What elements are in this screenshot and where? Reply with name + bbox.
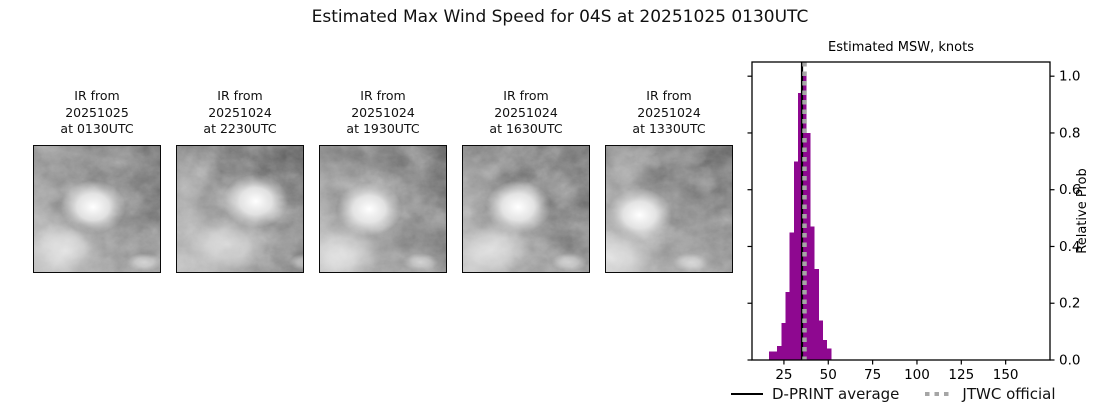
histogram-bar (793, 161, 799, 360)
histogram-bar (823, 340, 828, 360)
ir-satellite-image (605, 145, 733, 273)
histogram-bar (781, 323, 786, 360)
histogram-bar (798, 93, 803, 360)
ir-secondary-cloud (188, 215, 268, 272)
histogram-bar (773, 351, 778, 360)
msw-histogram: 25 50 75 100 125 150 0.0 0.2 0.4 0.6 0.8 1.0 Estimat… (747, 40, 1090, 383)
histogram-bar (806, 132, 811, 360)
ir-satellite-image (176, 145, 304, 273)
histogram-bar (785, 291, 790, 360)
ir-panel-4: IR from 20251024 at 1630UTC (462, 88, 590, 273)
ir-caption-line: IR from (217, 88, 263, 103)
ir-caption-line: IR from (646, 88, 692, 103)
jtwc-dotted-swatch (925, 391, 954, 397)
y-axis-label: Relative Prob (1075, 168, 1090, 253)
ir-caption-line: IR from (360, 88, 406, 103)
legend-label: JTWC official (962, 385, 1056, 403)
ir-caption: IR from 20251024 at 1630UTC (462, 88, 590, 138)
ir-dense-overcast (485, 180, 551, 234)
y-tick-label: 0.8 (1059, 125, 1080, 141)
x-tick-label: 125 (948, 367, 974, 382)
legend-item-dprint: D-PRINT average (731, 385, 899, 403)
ir-low-cloud-patch (672, 253, 709, 272)
ir-satellite-image (319, 145, 447, 273)
histogram-bar (818, 320, 824, 360)
dprint-line-swatch (731, 393, 763, 395)
msw-chart: 25 50 75 100 125 150 0.0 0.2 0.4 0.6 0.8 1.0 Estimat… (728, 30, 1100, 383)
ir-caption: IR from 20251024 at 2230UTC (176, 88, 304, 138)
x-tick-label: 75 (864, 367, 881, 382)
y-tick-label: 1.0 (1059, 69, 1080, 85)
x-tick-label: 50 (820, 367, 837, 382)
ir-secondary-cloud (606, 229, 652, 272)
ir-dense-overcast (336, 182, 402, 236)
x-tick-label: 150 (993, 367, 1019, 382)
ir-caption-line: at 1330UTC (632, 121, 706, 136)
histogram-bar (768, 351, 774, 360)
ir-caption-line: at 1930UTC (346, 121, 420, 136)
plot-frame (751, 61, 1051, 361)
ir-caption-line: at 1630UTC (489, 121, 563, 136)
ir-satellite-image (462, 145, 590, 273)
y-tick-label: 0.0 (1059, 353, 1080, 369)
ir-secondary-cloud (34, 221, 105, 272)
ir-secondary-cloud (463, 221, 530, 272)
ir-panel-3: IR from 20251024 at 1930UTC (319, 88, 447, 273)
ir-caption: IR from 20251024 at 1930UTC (319, 88, 447, 138)
y-tick-label: 0.6 (1059, 182, 1080, 198)
histogram-bar (827, 348, 832, 360)
ir-dense-overcast (60, 180, 126, 234)
ir-low-cloud-patch (402, 253, 439, 272)
ir-caption-line: at 2230UTC (203, 121, 277, 136)
ir-caption-line: 20251024 (494, 104, 558, 120)
histogram-title: Estimated MSW, knots (828, 40, 974, 55)
ir-caption-line: 20251024 (351, 104, 415, 120)
y-tick-label: 0.4 (1059, 239, 1080, 255)
ir-secondary-cloud (320, 223, 382, 272)
legend-item-jtwc: JTWC official (925, 385, 1056, 403)
ir-caption: IR from 20251024 at 1330UTC (605, 88, 733, 138)
ir-dense-overcast (223, 174, 289, 228)
ir-panel-5: IR from 20251024 at 1330UTC (605, 88, 733, 273)
ir-caption-line: IR from (503, 88, 549, 103)
chart-legend: D-PRINT average JTWC official (731, 383, 1100, 405)
y-tick-label: 0.2 (1059, 296, 1080, 312)
ir-caption-line: at 0130UTC (60, 121, 134, 136)
ir-satellite-image (33, 145, 161, 273)
ir-caption: IR from 20251025 at 0130UTC (33, 88, 161, 138)
ir-dense-overcast (606, 188, 672, 242)
ir-caption-line: 20251024 (208, 104, 272, 120)
histogram-bar (777, 345, 782, 360)
ir-low-cloud-patch (551, 253, 588, 272)
ir-caption-line: IR from (74, 88, 120, 103)
ir-low-cloud-patch (126, 253, 160, 272)
x-tick-label: 25 (775, 367, 792, 382)
legend-label: D-PRINT average (772, 385, 900, 403)
ir-panel-2: IR from 20251024 at 2230UTC (176, 88, 304, 273)
ir-panel-1: IR from 20251025 at 0130UTC (33, 88, 161, 273)
histogram-bar (810, 226, 815, 360)
ir-caption-line: 20251024 (637, 104, 701, 120)
ir-caption-line: 20251025 (65, 104, 129, 120)
ir-low-cloud-patch (289, 253, 303, 271)
x-tick-label: 100 (904, 367, 930, 382)
figure-title: Estimated Max Wind Speed for 04S at 2025… (311, 7, 809, 27)
histogram-bar (814, 269, 819, 360)
histogram-bar (789, 232, 794, 360)
